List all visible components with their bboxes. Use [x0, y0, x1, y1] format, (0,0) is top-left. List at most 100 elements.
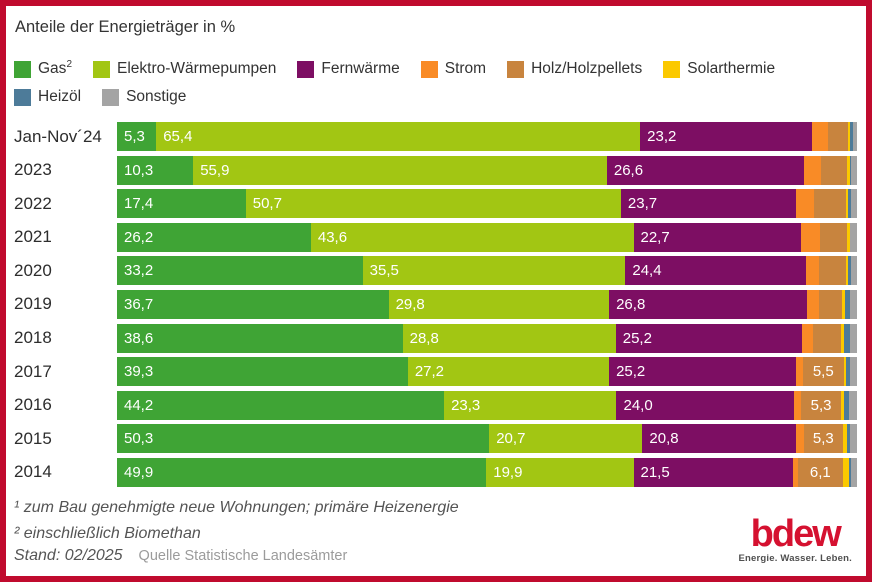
legend-item-gas: Gas2 — [14, 59, 72, 78]
bar-segment-fernwaerme: 21,5 — [633, 457, 793, 487]
segment-value-label: 36,7 — [124, 295, 154, 313]
bar-segment-fernwaerme: 22,7 — [633, 222, 802, 252]
bar-segment-solar — [845, 189, 849, 219]
bar-row: 2019 36,7 29,8 26,8 — [14, 289, 857, 319]
bar-segment-gas: 10,3 — [117, 155, 194, 185]
chart-title: Anteile der Energieträger in % — [15, 18, 236, 36]
bar-segment-wp: 28,8 — [402, 323, 616, 353]
bar-segment-heizoel — [848, 457, 852, 487]
bar-segment-holz — [814, 189, 846, 219]
bar-segment-wp: 35,5 — [362, 256, 626, 286]
legend-item-heizoel: Heizöl — [14, 88, 81, 106]
bar-segment-strom — [794, 390, 802, 420]
bar-segment-holz: 6,1 — [797, 457, 843, 487]
bar-row: 2015 50,3 20,7 20,8 5,3 — [14, 424, 857, 454]
bar-segment-holz: 5,3 — [803, 424, 843, 454]
segment-value-label: 55,9 — [200, 161, 230, 179]
bar-segment-holz — [821, 155, 848, 185]
bar-segment-strom — [811, 122, 829, 151]
bar-segment-gas: 38,6 — [117, 323, 403, 353]
bar-segment-holz — [819, 256, 846, 286]
bar-segment-solar — [842, 457, 849, 487]
bar-segment-wp: 50,7 — [245, 189, 621, 219]
wp-swatch-icon — [93, 60, 110, 78]
segment-value-label: 65,4 — [163, 128, 193, 145]
legend-label-heizoel: Heizöl — [38, 88, 82, 105]
bar-track: 38,6 28,8 25,2 — [117, 323, 857, 353]
bdew-logo-wordmark: bdew — [750, 513, 842, 555]
bar-segment-strom — [805, 256, 820, 286]
row-label: 2018 — [14, 328, 52, 348]
bar-segment-solar — [842, 289, 846, 319]
bar-segment-solar — [840, 323, 845, 353]
legend-item-holz: Holz/Holzpellets — [507, 60, 642, 78]
bar-segment-gas: 33,2 — [117, 256, 363, 286]
bar-segment-sonstige — [851, 155, 857, 185]
bar-segment-gas: 44,2 — [117, 390, 445, 420]
bar-segment-gas: 36,7 — [117, 289, 389, 319]
bar-segment-gas: 49,9 — [117, 457, 487, 487]
bar-track: 39,3 27,2 25,2 5,5 — [117, 357, 857, 387]
footnote-2: ² einschließlich Biomethan — [14, 525, 201, 542]
bar-segment-heizoel — [845, 289, 851, 319]
bar-segment-fernwaerme: 23,2 — [640, 122, 812, 151]
bar-segment-fernwaerme: 23,7 — [620, 189, 797, 219]
bar-segment-holz — [819, 222, 847, 252]
row-label: 2014 — [14, 462, 52, 482]
fernwaerme-swatch-icon — [297, 60, 315, 78]
bar-track: 17,4 50,7 23,7 — [117, 189, 857, 219]
bar-segment-gas: 50,3 — [117, 424, 490, 454]
row-label: 2021 — [14, 227, 52, 247]
bar-segment-fernwaerme: 25,2 — [615, 323, 803, 353]
bar-track: 26,2 43,6 22,7 — [117, 222, 857, 252]
bar-segment-wp: 43,6 — [310, 222, 634, 252]
bar-track: 5,3 65,4 23,2 — [117, 122, 857, 151]
bar-segment-sonstige — [850, 289, 857, 319]
bar-segment-holz: 5,3 — [801, 390, 841, 420]
segment-value-label: 24,0 — [623, 396, 653, 414]
legend-label-solar: Solarthermie — [687, 60, 776, 77]
stand-source-row: Stand: 02/2025 Quelle Statistische Lande… — [14, 547, 459, 565]
bar-row: Jan-Nov´24 5,3 65,4 23,2 — [14, 122, 857, 151]
bar-row: 2023 10,3 55,9 26,6 — [14, 155, 857, 185]
bar-segment-wp: 19,9 — [486, 457, 634, 487]
segment-value-label: 19,9 — [493, 463, 523, 481]
bar-row: 2018 38,6 28,8 25,2 — [14, 323, 857, 353]
segment-value-label: 44,2 — [124, 396, 154, 414]
segment-value-label: 50,3 — [124, 430, 154, 448]
bar-row: 2020 33,2 35,5 24,4 — [14, 256, 857, 286]
segment-value-label: 50,7 — [252, 195, 282, 213]
segment-value-label: 5,5 — [812, 363, 834, 381]
bar-segment-heizoel — [850, 122, 854, 151]
segment-value-label: 27,2 — [414, 363, 445, 381]
bar-segment-strom — [803, 155, 822, 185]
segment-value-label: 23,7 — [627, 195, 658, 213]
legend-item-solar: Solarthermie — [663, 60, 775, 78]
bar-segment-strom — [796, 424, 804, 454]
bar-segment-holz — [818, 289, 843, 319]
row-label: 2016 — [14, 395, 52, 415]
bar-segment-heizoel — [850, 155, 852, 185]
row-label: Jan-Nov´24 — [14, 126, 102, 146]
gas-swatch-icon — [14, 60, 31, 78]
bar-segment-wp: 20,7 — [489, 424, 643, 454]
segment-value-label: 49,9 — [124, 463, 154, 481]
sonstige-swatch-icon — [102, 88, 120, 106]
bar-segment-sonstige — [851, 457, 857, 487]
bar-segment-fernwaerme: 20,8 — [642, 424, 797, 454]
segment-value-label: 39,3 — [124, 363, 154, 381]
segment-value-label: 28,8 — [409, 329, 439, 347]
bar-segment-wp: 27,2 — [407, 357, 610, 387]
row-label: 2015 — [14, 428, 52, 448]
bar-segment-heizoel — [846, 424, 851, 454]
legend-item-wp: Elektro-Wärmepumpen — [93, 60, 276, 78]
bar-segment-solar — [845, 256, 849, 286]
segment-value-label: 17,4 — [124, 195, 154, 213]
bar-segment-strom — [796, 189, 815, 219]
segment-value-label: 20,8 — [649, 430, 679, 448]
bar-segment-fernwaerme: 25,2 — [609, 357, 796, 387]
bar-segment-gas: 26,2 — [117, 222, 311, 252]
bar-track: 36,7 29,8 26,8 — [117, 289, 857, 319]
bar-row: 2014 49,9 19,9 21,5 6,1 — [14, 457, 857, 487]
